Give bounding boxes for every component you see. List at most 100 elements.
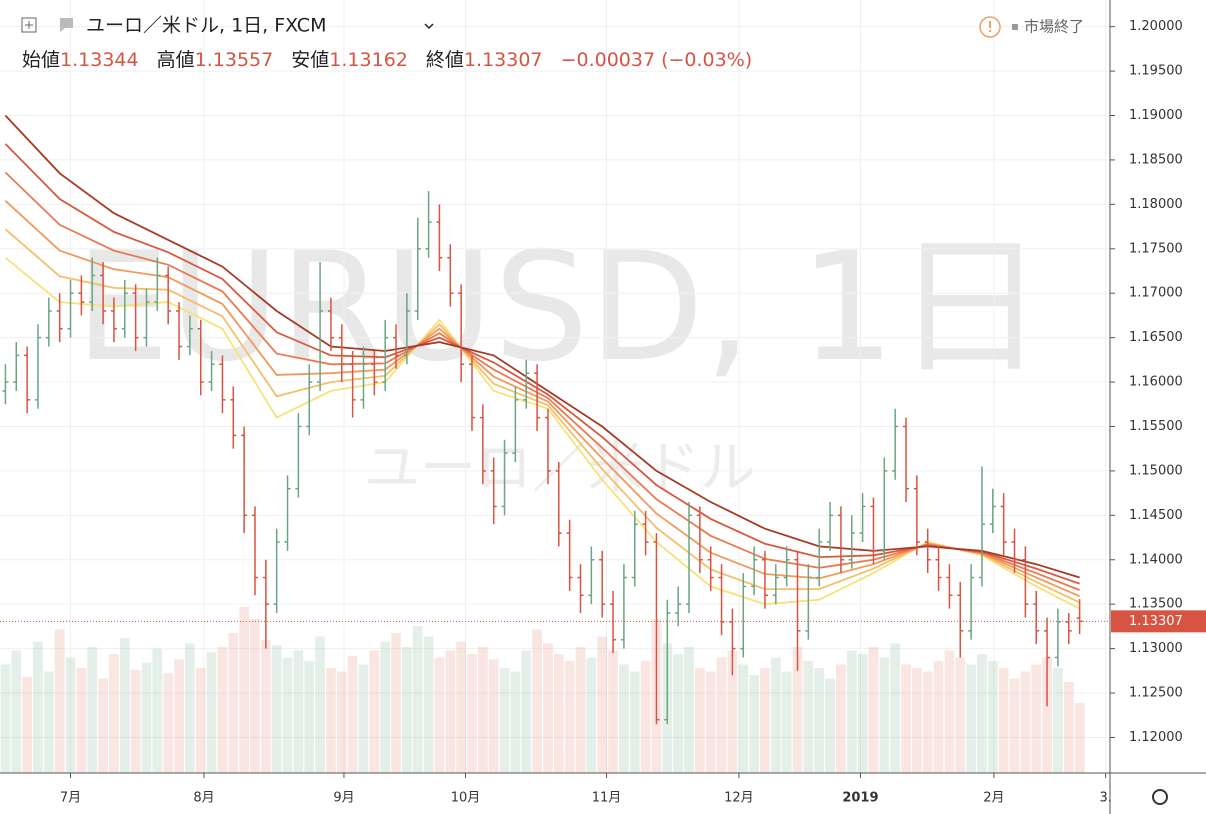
volume-bar [141,662,152,773]
volume-bar [619,664,629,773]
volume-bar [174,659,184,773]
volume-bar [879,657,890,773]
volume-bar [836,664,846,773]
x-tick-label: 12月 [724,791,754,806]
last-price-label: 1.13307 [1129,614,1183,629]
gear[interactable] [1152,789,1168,805]
y-tick-label: 1.19000 [1129,108,1183,123]
add-icon[interactable] [21,17,37,33]
settings-icon[interactable] [1152,789,1168,805]
volume-bar [87,647,98,773]
volume-bar [673,654,684,773]
y-tick-label: 1.17000 [1129,286,1183,301]
y-tick-label: 1.19500 [1129,64,1183,79]
volume-bar [456,641,467,773]
dropdown-icon[interactable] [424,23,434,30]
volume-bar [749,675,759,773]
high-value: 1.13557 [195,49,274,71]
watermark-subtext: ユーロ／米ドル [364,436,756,501]
moving-average [4,114,1080,579]
volume-bar [543,643,553,773]
volume-bar [369,650,380,773]
volume-bar [521,650,532,773]
x-tick-label: 7月 [60,791,81,806]
volume-bar [901,664,911,773]
volume-bar [890,643,901,773]
volume-bar [488,659,499,773]
y-tick-label: 1.14500 [1129,508,1183,523]
y-tick-label: 1.12000 [1129,730,1183,745]
ohlc-header: 始値1.13344 高値1.13557 安値1.13162 終値1.13307 … [22,49,752,71]
volume-bar [467,654,477,773]
volume-bar [217,647,228,773]
x-tick-label: 2019 [842,791,878,806]
volume-bar [434,657,445,773]
y-tick-label: 1.20000 [1129,19,1183,34]
y-tick-label: 1.12500 [1129,686,1183,701]
low-label: 安値 [291,49,329,71]
volume-bar [98,678,108,773]
volume-bar [445,650,456,773]
y-tick-label: 1.16000 [1129,375,1183,390]
volume-bar [326,668,336,773]
symbol-title[interactable]: ユーロ／米ドル, 1日, FXCM [86,15,326,37]
volume-bar [293,650,304,773]
volume-bar [130,669,141,773]
volume-bar [43,671,54,773]
moving-average [4,171,1080,591]
volume-bar [412,626,423,773]
volume-bar [423,636,434,773]
volume-bar [640,661,651,773]
volume-bar [803,661,814,773]
y-tick-label: 1.13000 [1129,641,1183,656]
volume-bar [966,664,976,773]
volume-bar [597,636,608,773]
status-dot [1012,24,1018,30]
volume-bar [271,645,282,773]
volume-bar [977,654,987,773]
volume-bar [315,636,325,773]
x-tick-label: 11月 [592,791,622,806]
volume-bar [684,647,694,773]
volume-bar [402,647,412,773]
volume-bar [76,668,87,773]
volume-bar [195,668,206,773]
volume-bar [770,657,781,773]
volume-bar [152,648,163,773]
open-value: 1.13344 [60,49,139,71]
volume-bar [185,643,195,773]
volume-bar [1074,703,1085,773]
volume-bar [553,654,564,773]
volume-bar [206,652,217,773]
x-tick-label: 3. [1099,791,1111,806]
volume-bar [250,619,260,773]
volume-bar [781,671,792,773]
volume-bar [347,655,358,773]
open-label: 始値 [22,49,60,71]
volume-bar [564,661,575,773]
last-price-box [1111,610,1206,633]
flag-icon[interactable] [60,18,73,32]
market-status: 市場終了 [1024,18,1084,36]
x-tick-label: 10月 [451,791,481,806]
volume-bar [477,647,488,773]
y-tick-label: 1.17500 [1129,241,1183,256]
close-label: 終値 [426,49,464,71]
low-value: 1.13162 [329,49,408,71]
change-value: −0.00037 (−0.03%) [561,49,753,71]
watermark: EURUSD, 1日 ユーロ／米ドル [75,221,1045,501]
x-tick-label: 2月 [983,791,1004,806]
y-tick-label: 1.13500 [1129,597,1183,612]
volume-bar [282,657,293,773]
volume-bar [33,641,43,773]
y-tick-label: 1.18500 [1129,152,1183,167]
volume-bar [586,657,597,773]
header: ユーロ／米ドル, 1日, FXCM 始値1.13344 高値1.13557 安値… [21,15,1084,71]
volume-bar [911,668,922,773]
y-tick-label: 1.14000 [1129,552,1183,567]
volume-bar [933,661,944,773]
volume-bar [260,640,271,773]
volume-bar [629,671,640,773]
add-icon-plus [25,21,33,29]
